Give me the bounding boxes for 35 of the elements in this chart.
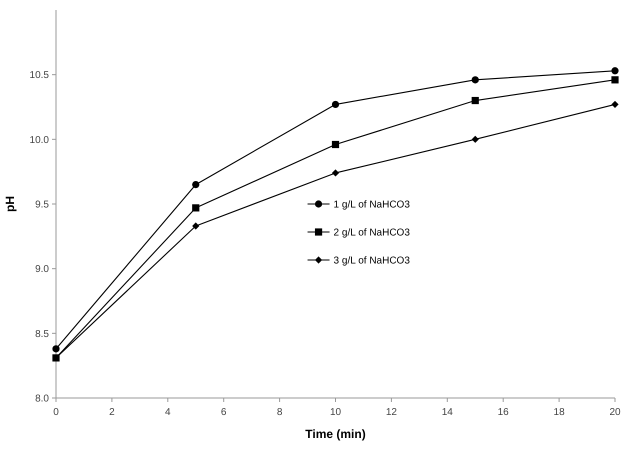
- point: [192, 181, 200, 188]
- y-axis-title: pH: [3, 196, 17, 212]
- x-tick-label: 4: [165, 407, 172, 418]
- y-tick-label: 9.5: [35, 200, 50, 210]
- legend-label: 2 g/L of NaHCO3: [334, 228, 410, 238]
- x-tick-label: 12: [386, 407, 398, 418]
- point: [472, 136, 479, 143]
- point: [332, 169, 340, 177]
- legend-label: 3 g/L of NaHCO3: [334, 256, 410, 266]
- point: [332, 140, 340, 148]
- x-tick-label: 16: [498, 407, 510, 418]
- x-tick-label: 10: [330, 407, 342, 418]
- point: [192, 204, 200, 212]
- x-tick-label: 6: [220, 407, 227, 418]
- x-tick-label: 18: [554, 407, 566, 418]
- point: [332, 100, 340, 108]
- point: [192, 222, 200, 230]
- point: [472, 76, 479, 84]
- point: [611, 76, 619, 84]
- x-tick-label: 2: [109, 407, 116, 418]
- x-tick-label: 14: [442, 407, 454, 418]
- point: [472, 96, 479, 104]
- y-tick-label: 9.0: [35, 264, 50, 276]
- x-tick-label: 0: [53, 407, 60, 418]
- point: [611, 100, 619, 108]
- y-tick-label: 10.5: [30, 70, 50, 82]
- y-tick-label: 10.0: [30, 134, 50, 146]
- y-tick-label: 8.0: [35, 394, 50, 404]
- legend-label: 1 g/L of NaHCO3: [334, 200, 410, 210]
- y-tick-label: 8.5: [35, 328, 50, 340]
- x-axis-title: Time (min): [305, 427, 366, 441]
- point: [611, 67, 619, 74]
- x-tick-label: 20: [609, 407, 621, 418]
- point: [52, 345, 60, 352]
- x-tick-label: 8: [276, 407, 283, 418]
